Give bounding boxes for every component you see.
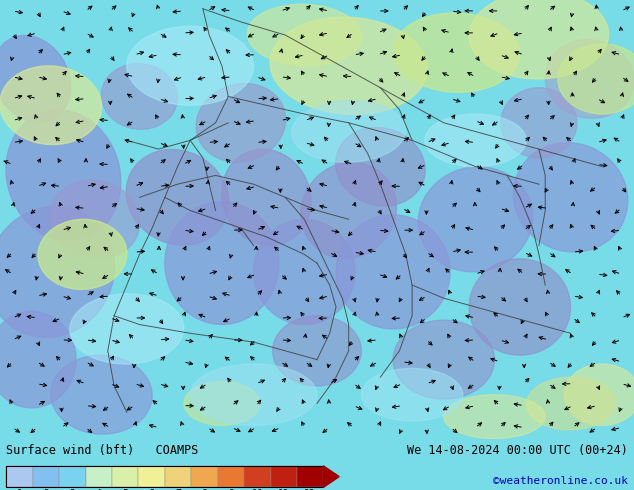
Ellipse shape — [418, 167, 533, 272]
Ellipse shape — [361, 368, 463, 421]
Bar — [138, 466, 165, 488]
Polygon shape — [323, 466, 339, 488]
Ellipse shape — [301, 162, 396, 259]
Bar — [271, 466, 297, 488]
Bar — [6, 466, 323, 488]
Ellipse shape — [70, 294, 184, 364]
Bar — [112, 466, 138, 488]
Text: We 14-08-2024 00:00 UTC (00+24): We 14-08-2024 00:00 UTC (00+24) — [407, 444, 628, 457]
Ellipse shape — [444, 395, 545, 439]
Ellipse shape — [336, 215, 450, 329]
Ellipse shape — [0, 206, 114, 338]
Ellipse shape — [526, 377, 615, 430]
Ellipse shape — [165, 202, 279, 324]
Ellipse shape — [51, 355, 152, 434]
Ellipse shape — [564, 364, 634, 425]
Ellipse shape — [6, 110, 121, 241]
Bar — [6, 466, 33, 488]
Ellipse shape — [469, 259, 571, 355]
Bar — [217, 466, 244, 488]
Ellipse shape — [545, 40, 634, 119]
Bar — [297, 466, 323, 488]
Ellipse shape — [514, 143, 628, 252]
Bar — [191, 466, 217, 488]
Ellipse shape — [196, 84, 286, 162]
Ellipse shape — [501, 88, 577, 158]
Ellipse shape — [292, 101, 406, 162]
Ellipse shape — [254, 220, 355, 324]
Ellipse shape — [190, 364, 317, 425]
Ellipse shape — [0, 66, 101, 145]
Ellipse shape — [126, 149, 229, 245]
Ellipse shape — [101, 64, 178, 129]
Bar — [165, 466, 191, 488]
Ellipse shape — [50, 180, 140, 259]
Bar — [59, 466, 86, 488]
Ellipse shape — [184, 382, 260, 425]
Ellipse shape — [0, 35, 71, 122]
Text: Surface wind (bft)   COAMPS: Surface wind (bft) COAMPS — [6, 444, 198, 457]
Ellipse shape — [127, 26, 254, 105]
Ellipse shape — [222, 149, 311, 245]
Ellipse shape — [270, 17, 427, 115]
Text: ©weatheronline.co.uk: ©weatheronline.co.uk — [493, 476, 628, 486]
Ellipse shape — [393, 13, 520, 92]
Ellipse shape — [335, 127, 425, 206]
Bar — [33, 466, 59, 488]
Bar — [86, 466, 112, 488]
Ellipse shape — [425, 114, 526, 167]
Ellipse shape — [247, 4, 361, 66]
Ellipse shape — [469, 0, 609, 79]
Ellipse shape — [38, 220, 127, 290]
Ellipse shape — [273, 316, 361, 386]
Bar — [244, 466, 271, 488]
Ellipse shape — [558, 44, 634, 114]
Ellipse shape — [0, 311, 76, 408]
Ellipse shape — [393, 320, 495, 399]
